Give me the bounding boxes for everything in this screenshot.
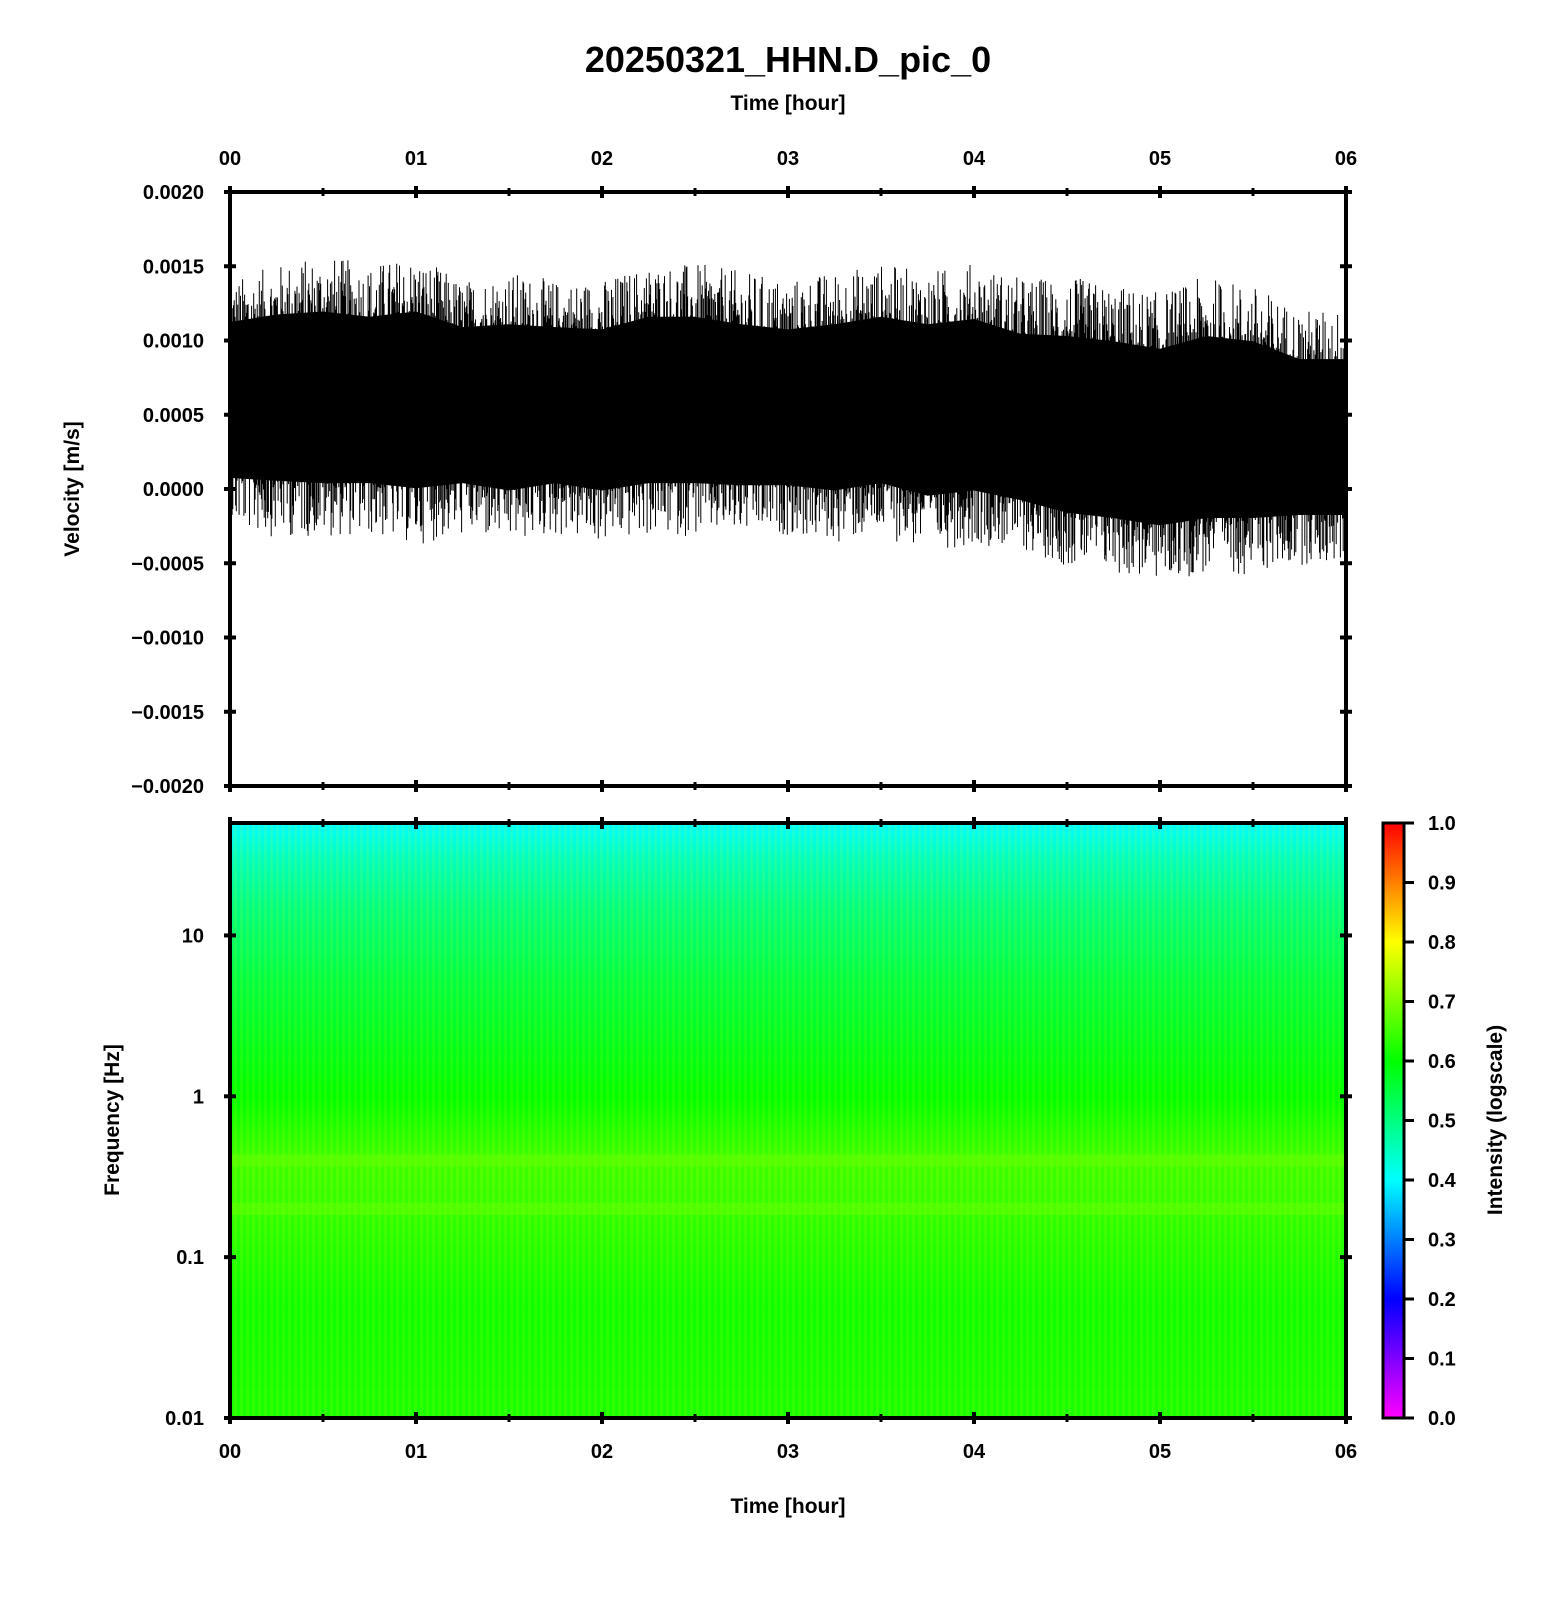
spectrogram-y-tick-label: 0.1 <box>176 1247 204 1269</box>
colorbar-tick-label: 0.8 <box>1428 932 1456 954</box>
waveform-y-tick-label: 0.0000 <box>143 479 204 501</box>
waveform-y-tick-label: −0.0010 <box>131 628 204 650</box>
waveform-x-tick-label: 00 <box>219 148 241 170</box>
waveform-x-tick-label: 02 <box>591 148 613 170</box>
chart-title: 20250321_HHN.D_pic_0 <box>585 39 991 80</box>
colorbar-tick-label: 0.7 <box>1428 992 1456 1014</box>
top-x-axis-label: Time [hour] <box>730 92 845 115</box>
spectrogram-x-ticks: 00 01 02 03 04 05 06 <box>219 817 1357 1463</box>
spectrogram-y-ticks: 10 1 0.1 0.01 <box>165 925 1352 1430</box>
waveform-y-tick-label: −0.0005 <box>131 553 204 575</box>
colorbar-tick-label: 0.5 <box>1428 1111 1456 1133</box>
waveform-x-tick-label: 01 <box>405 148 427 170</box>
spectrogram-x-tick-label: 02 <box>591 1441 613 1463</box>
waveform-x-ticks: 00 01 02 03 04 05 06 <box>219 148 1357 792</box>
waveform-y-axis-label: Velocity [m/s] <box>61 421 84 556</box>
spectrogram-x-tick-label: 05 <box>1149 1441 1171 1463</box>
waveform-y-tick-label: 0.0015 <box>143 256 204 278</box>
waveform-y-tick-label: 0.0020 <box>143 182 204 204</box>
colorbar: 1.0 0.9 0.8 0.7 0.6 0.5 0.4 0.3 0.2 0.1 0.0 Intens… <box>1381 813 1507 1430</box>
waveform-x-tick-label: 05 <box>1149 148 1171 170</box>
waveform-series <box>230 260 1346 577</box>
colorbar-tick-label: 0.9 <box>1428 873 1456 895</box>
waveform-x-tick-label: 04 <box>963 148 986 170</box>
waveform-x-tick-label: 03 <box>777 148 799 170</box>
waveform-y-tick-label: 0.0010 <box>143 331 204 353</box>
waveform-y-tick-label: 0.0005 <box>143 405 204 427</box>
spectrogram-band <box>230 1154 1346 1167</box>
spectrogram-x-tick-label: 01 <box>405 1441 427 1463</box>
colorbar-label: Intensity (logscale) <box>1484 1025 1507 1215</box>
colorbar-tick-label: 0.0 <box>1428 1408 1456 1430</box>
spectrogram-y-tick-label: 10 <box>182 925 204 947</box>
spectrogram-x-tick-label: 04 <box>963 1441 986 1463</box>
colorbar-ticks: 1.0 0.9 0.8 0.7 0.6 0.5 0.4 0.3 0.2 0.1 0.0 <box>1404 813 1457 1430</box>
colorbar-tick-label: 1.0 <box>1428 813 1456 835</box>
spectrogram-band <box>230 1202 1346 1215</box>
waveform-y-tick-label: −0.0020 <box>131 776 204 798</box>
spectrogram-x-tick-label: 03 <box>777 1441 799 1463</box>
colorbar-tick-label: 0.1 <box>1428 1349 1456 1371</box>
waveform-x-tick-label: 06 <box>1335 148 1357 170</box>
colorbar-tick-label: 0.6 <box>1428 1051 1456 1073</box>
colorbar-gradient <box>1381 821 1406 1420</box>
colorbar-tick-label: 0.2 <box>1428 1289 1456 1311</box>
waveform-y-ticks: 0.0020 0.0015 0.0010 0.0005 0.0000 −0.0005 −0.… <box>131 182 1352 798</box>
spectrogram-x-tick-label: 00 <box>219 1441 241 1463</box>
colorbar-tick-label: 0.4 <box>1428 1170 1457 1192</box>
spectrogram-bands <box>230 1154 1346 1215</box>
spectrogram-y-tick-label: 1 <box>193 1086 204 1108</box>
spectrogram-texture <box>230 823 1346 1418</box>
waveform-panel: 00 01 02 03 04 05 06 0.00200.00150.00100.00050… <box>61 148 1357 798</box>
waveform-y-tick-label: −0.0015 <box>131 702 204 724</box>
spectrogram-panel: 00 01 02 03 04 05 06 10 1 0.1 0.01 Frequency [Hz]… <box>101 817 1357 1518</box>
spectrogram-y-axis-label: Frequency [Hz] <box>101 1044 124 1196</box>
waveform-envelope <box>230 311 1346 526</box>
spectrogram-y-tick-label: 0.01 <box>165 1408 204 1430</box>
colorbar-tick-label: 0.3 <box>1428 1230 1456 1252</box>
bottom-x-axis-label: Time [hour] <box>730 1495 845 1518</box>
spectrogram-x-tick-label: 06 <box>1335 1441 1357 1463</box>
